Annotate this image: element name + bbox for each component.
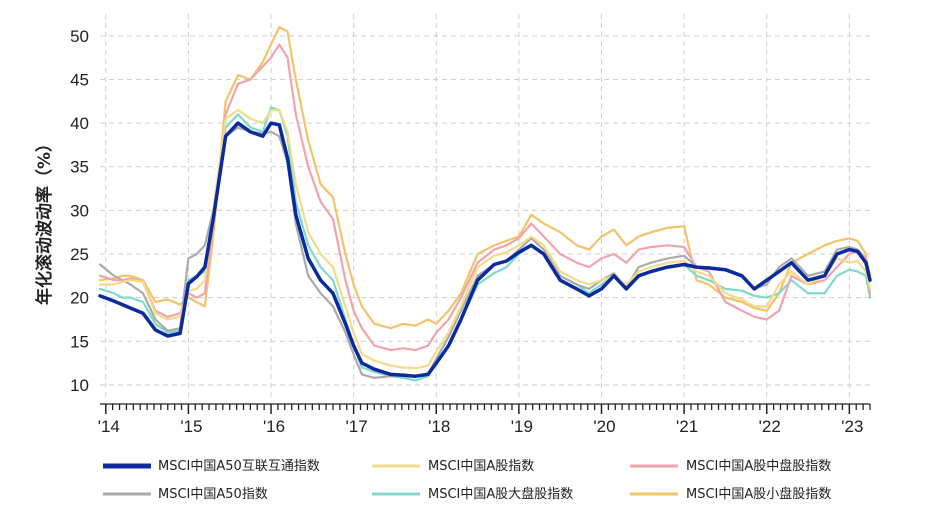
series-line — [98, 108, 872, 370]
series-line — [98, 121, 872, 378]
y-tick-label: 30 — [70, 201, 89, 220]
y-tick-label: 10 — [70, 376, 89, 395]
y-tick-label: 50 — [70, 27, 89, 46]
legend: MSCI中国A50互联互通指数 MSCI中国A股指数 MSCI中国A股中盘股指数 MS… — [103, 458, 831, 502]
x-tick-label: '20 — [593, 417, 615, 436]
x-tick-label: '14 — [98, 417, 120, 436]
y-tick-label: 20 — [70, 289, 89, 308]
legend-label: MSCI中国A股大盘股指数 — [428, 486, 573, 502]
legend-label: MSCI中国A50指数 — [158, 487, 268, 502]
x-tick-label: '17 — [346, 417, 368, 436]
x-tick-label: '15 — [180, 417, 202, 436]
legend-label: MSCI中国A50互联互通指数 — [158, 459, 320, 474]
y-tick-label: 25 — [70, 245, 89, 264]
y-tick-label: 45 — [70, 70, 89, 89]
series-line — [98, 126, 872, 379]
series-layer — [98, 26, 872, 382]
x-tick-label: '22 — [759, 417, 781, 436]
x-tick-label: '16 — [263, 417, 285, 436]
legend-label: MSCI中国A股小盘股指数 — [686, 486, 831, 502]
axis-layer: 10 15 20 25 30 35 40 45 50 '14 '15 '16 '17 '18 '19 '20 '… — [70, 27, 871, 436]
x-tick-label: '23 — [841, 417, 863, 436]
series-line — [98, 106, 872, 382]
legend-label: MSCI中国A股指数 — [428, 459, 534, 474]
x-tick-label: '19 — [511, 417, 533, 436]
x-tick-label: '18 — [428, 417, 450, 436]
y-tick-label: 15 — [70, 332, 89, 351]
y-axis-title: 年化滚动波动率（%） — [34, 135, 55, 305]
series-line — [98, 26, 872, 330]
x-tick-label: '21 — [676, 417, 698, 436]
y-tick-label: 35 — [70, 158, 89, 177]
y-tick-label: 40 — [70, 114, 89, 133]
legend-label: MSCI中国A股中盘股指数 — [686, 458, 831, 474]
